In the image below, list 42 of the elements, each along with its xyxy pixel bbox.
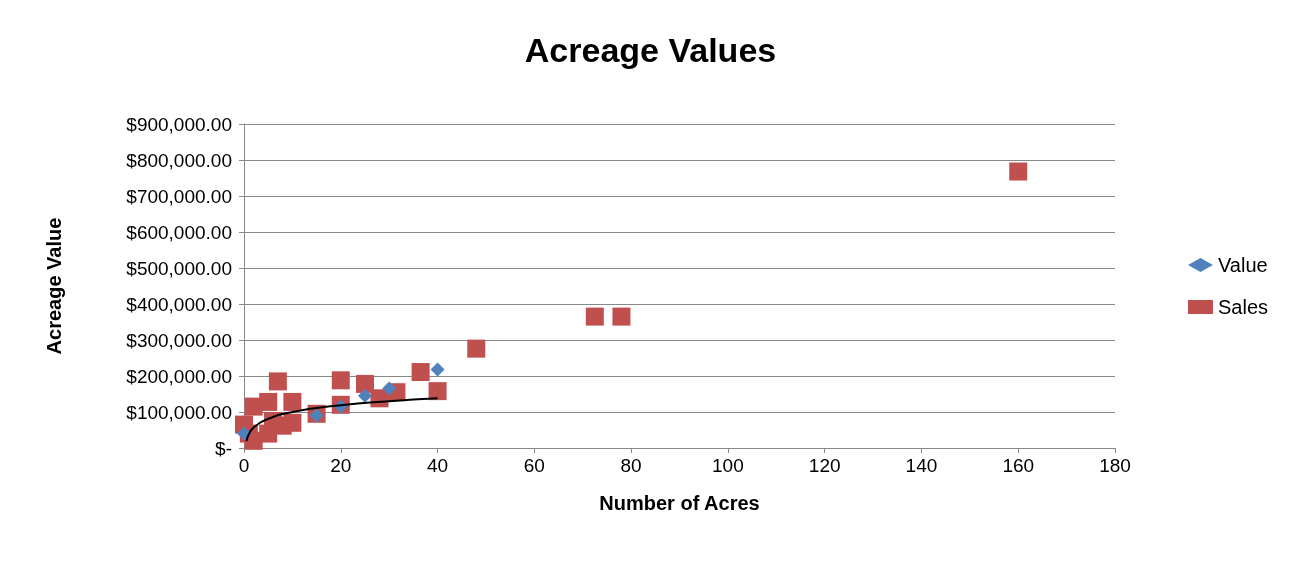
x-tick-label: 60 [523,455,545,476]
y-tick-label: $900,000.00 [126,113,232,135]
y-tick-label: $400,000.00 [126,293,232,315]
point [237,426,251,441]
point [467,339,486,358]
legend-label: Value [1217,254,1268,276]
x-tick-label: 180 [1099,455,1131,476]
point [612,307,631,326]
x-tick-label: 40 [426,455,449,476]
y-tick-label: $200,000.00 [126,365,232,387]
y-tick-label: $300,000.00 [126,329,232,351]
y-tick-label: $100,000.00 [126,401,232,423]
point [585,307,604,326]
point [357,388,372,403]
y-tick-label: $500,000.00 [126,257,232,279]
point [430,362,445,377]
x-tick-label: 160 [1002,455,1035,476]
point [283,413,302,432]
point [283,392,302,411]
x-tick-label: 100 [712,455,744,476]
x-tick-label: 20 [330,455,352,476]
x-tick-label: 0 [238,455,250,476]
x-axis-title: Number of Acres [599,492,760,514]
point [382,381,397,396]
point [331,371,350,390]
x-tick-label: 120 [808,455,841,476]
chart-title: Acreage Values [524,31,777,69]
x-tick-label: 140 [905,455,938,476]
point [268,372,287,391]
point [1009,162,1028,181]
point [355,374,374,393]
y-tick-label: $800,000.00 [126,149,232,171]
legend-label: Sales [1217,296,1268,318]
y-tick-label: $700,000.00 [126,185,232,207]
point [244,397,263,416]
y-tick-label: $600,000.00 [126,221,232,243]
point [411,363,430,382]
point [309,408,324,423]
x-tick-label: 80 [620,455,642,476]
point [428,382,447,401]
y-tick-label: $- [215,437,232,459]
y-axis-title: Acreage Value [43,217,65,355]
